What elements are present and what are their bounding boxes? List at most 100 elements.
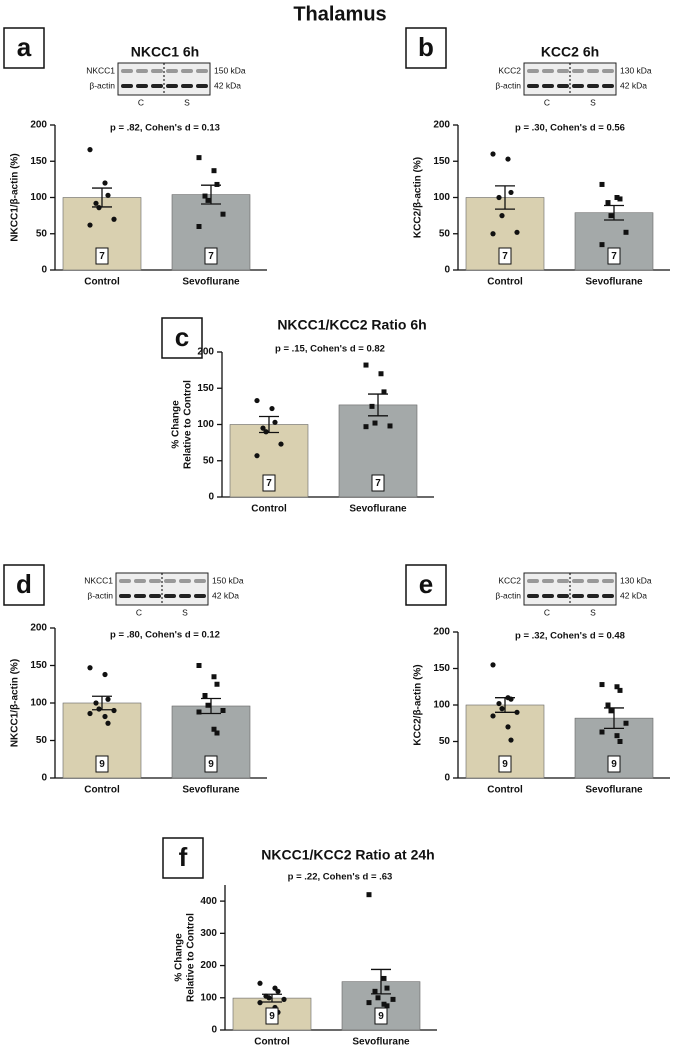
panel-letter-box [161,317,203,359]
n-label: 7 [611,251,617,262]
n-box [498,755,512,773]
data-point [372,988,378,994]
blot-band [151,69,163,73]
data-point [617,739,623,744]
panel-letter: d [16,569,32,599]
blot-band [527,594,539,598]
data-point [617,687,623,693]
blot-size: 130 kDa [620,65,652,75]
y-tick-label: 150 [197,383,214,394]
blot-label: β-actin [495,590,521,600]
stats: p = .22, Cohen's d = .63 [288,872,393,883]
data-point [272,419,278,425]
figure-title: Thalamus [293,3,386,25]
data-point [196,224,202,229]
data-point [257,1000,263,1006]
data-point [614,733,620,739]
data-point [505,724,511,730]
y-tick-label: 150 [433,156,450,167]
blot-band [181,84,193,88]
blot-band [179,594,191,598]
data-point [599,242,605,248]
y-axis-label: NKCC1/β-actin (%) [10,153,21,241]
y-axis-label: Relative to Control [186,913,197,1002]
blot-band [194,594,206,598]
blot-band [587,84,599,88]
data-point [211,168,217,174]
data-point [499,706,505,712]
error-bar [259,415,279,434]
data-point [499,213,505,219]
x-tick-label: Sevoflurane [182,785,240,796]
blot-size: 42 kDa [620,80,647,90]
blot-label: NKCC1 [86,65,115,75]
blot-band [542,579,554,583]
y-tick-label: 100 [200,992,217,1003]
blot-label: β-actin [87,590,113,600]
blot-size: 150 kDa [212,575,244,585]
blot-size: 42 kDa [214,80,241,90]
data-point [375,995,381,1001]
x-tick-label: Sevoflurane [585,785,643,796]
n-box [371,474,385,492]
data-point [599,729,605,735]
error-bar [201,697,221,715]
y-tick-label: 50 [36,228,48,239]
data-point [96,205,102,211]
blot-band [542,69,554,73]
blot-band [149,594,161,598]
x-tick-label: Sevoflurane [182,277,240,288]
data-point [260,425,266,431]
y-tick-label: 200 [433,120,450,131]
data-point [87,147,93,153]
y-axis-label: KCC2/β-actin (%) [413,157,424,238]
data-point [617,196,623,202]
n-box [204,247,218,265]
blot-band [572,579,584,583]
data-point [102,713,108,720]
x-tick-label: Control [84,785,120,796]
data-point [202,693,208,698]
panel-title: NKCC1/KCC2 Ratio at 24h [261,847,434,863]
n-box [262,474,276,492]
data-point [384,1003,390,1009]
error-bar [371,968,391,995]
n-box [498,247,512,265]
y-tick-label: 200 [200,960,217,971]
data-point [605,200,611,206]
y-tick-label: 0 [444,265,450,276]
blot-band [602,579,614,583]
data-point [387,423,393,429]
blot-band [196,84,208,88]
n-label: 9 [269,1011,275,1022]
data-point [514,709,520,715]
blot-lane: C [544,97,550,107]
data-point [93,200,99,206]
n-box [607,247,621,265]
data-point [490,151,496,157]
blot-band [527,579,539,583]
blot-band [136,69,148,73]
data-point [508,189,514,196]
data-point [390,996,396,1002]
blot-band [196,69,208,73]
data-point [608,213,614,219]
data-point [202,193,208,199]
blot-band [164,579,176,583]
stats: p = .30, Cohen's d = 0.56 [515,123,625,134]
blot-band [602,69,614,73]
n-label: 7 [208,251,214,262]
data-point [623,229,629,235]
y-tick-label: 50 [36,735,48,746]
data-point [257,980,263,986]
blot-label: KCC2 [498,575,521,585]
n-label: 7 [99,251,105,262]
error-bar [604,204,624,221]
stats: p = .32, Cohen's d = 0.48 [515,631,625,642]
blot-band [587,579,599,583]
blot-band [572,594,584,598]
blot-band [572,84,584,88]
data-point [605,702,611,708]
n-box [95,247,109,265]
blot-band [557,69,569,73]
